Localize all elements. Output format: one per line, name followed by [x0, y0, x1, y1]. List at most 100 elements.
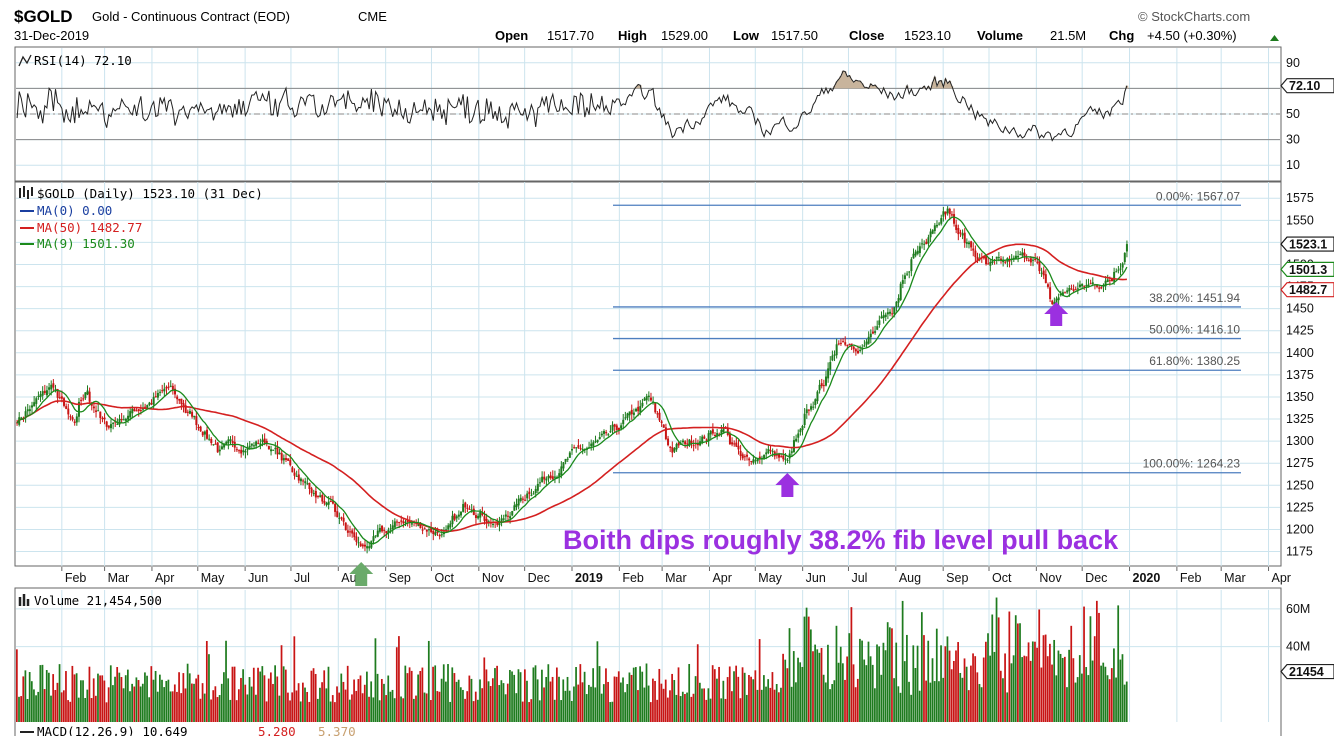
volume-bar	[534, 665, 537, 722]
candle-body	[709, 431, 712, 435]
candle-body	[310, 488, 313, 493]
volume-bar	[99, 675, 101, 722]
volume-bar	[240, 677, 242, 722]
candle-body	[684, 441, 687, 445]
volume-bar	[214, 686, 217, 722]
candle-body	[568, 452, 571, 458]
candle-body	[1019, 254, 1022, 256]
candle-body	[372, 536, 375, 541]
chart-instrument-name: Gold - Continuous Contract (EOD)	[92, 9, 290, 24]
volume-bar	[1021, 657, 1024, 722]
volume-bar	[80, 680, 82, 722]
arrow-up-icon	[775, 473, 800, 497]
candle-body	[206, 429, 209, 439]
volume-bar	[1004, 653, 1006, 722]
candle-body	[312, 493, 315, 495]
volume-bar	[769, 687, 772, 722]
candle-body	[45, 390, 48, 396]
volume-bar	[109, 665, 112, 722]
candle-body	[1076, 288, 1079, 290]
volume-bar	[972, 653, 974, 722]
x-tick-label: May	[758, 571, 782, 585]
volume-bar	[716, 678, 718, 722]
volume-bar	[880, 674, 883, 722]
candle-body	[728, 434, 731, 445]
candle-body	[867, 336, 870, 344]
volume-bar	[856, 678, 859, 722]
candle-body	[1074, 289, 1077, 291]
volume-bar	[1106, 675, 1109, 722]
volume-bar	[511, 671, 513, 722]
candle-body	[925, 241, 928, 245]
volume-bar	[472, 701, 475, 722]
volume-bar	[287, 692, 289, 722]
volume-bar	[312, 668, 315, 722]
candle-body	[425, 529, 428, 532]
volume-bar	[22, 676, 25, 722]
candle-body	[686, 443, 689, 445]
volume-bar	[709, 698, 712, 722]
candle-body	[1066, 290, 1069, 293]
volume-bar	[257, 667, 259, 722]
candle-body	[304, 481, 307, 484]
volume-bar	[987, 633, 989, 722]
volume-bar	[366, 671, 368, 722]
volume-bar	[404, 665, 407, 722]
fib-label: 0.00%: 1567.07	[1156, 189, 1240, 203]
volume-bar	[496, 665, 498, 722]
candle-body	[1070, 288, 1073, 290]
volume-bar	[178, 672, 180, 722]
x-tick-label: Mar	[1224, 571, 1246, 585]
volume-bar	[466, 691, 469, 722]
candle-body	[931, 230, 934, 234]
candle-body	[641, 402, 644, 407]
x-tick-label: Feb	[1180, 571, 1202, 585]
candle-body	[124, 418, 127, 421]
volume-bar	[387, 675, 390, 722]
candle-body	[52, 383, 55, 388]
candle-body	[1098, 287, 1101, 289]
candle-body	[60, 396, 63, 399]
volume-bar	[1119, 659, 1122, 722]
candle-body	[246, 447, 249, 451]
candle-body	[492, 523, 495, 525]
volume-bar	[903, 661, 906, 722]
volume-bar	[620, 682, 622, 722]
volume-bar	[107, 687, 110, 722]
volume-bar	[447, 664, 449, 722]
volume-bar	[684, 694, 686, 722]
rsi-tick-label: 90	[1286, 56, 1300, 70]
x-tick-label: Mar	[665, 571, 687, 585]
candle-body	[182, 403, 185, 408]
candle-body	[99, 411, 102, 418]
x-tick-label: Jun	[248, 571, 268, 585]
volume-bar	[244, 684, 247, 722]
volume-bar	[938, 681, 940, 722]
volume-bar	[103, 680, 106, 722]
volume-bar	[931, 658, 934, 722]
volume-bar	[852, 664, 855, 722]
price-tick-label: 1275	[1286, 456, 1314, 470]
candle-body	[1125, 244, 1128, 252]
volume-bar	[940, 645, 942, 722]
volume-bar	[393, 698, 396, 722]
volume-bar	[372, 697, 375, 722]
volume-bar	[997, 617, 1000, 722]
candle-body	[363, 544, 366, 547]
volume-bar	[720, 698, 723, 722]
candle-body	[854, 349, 857, 352]
candle-body	[989, 261, 992, 266]
candle-body	[109, 424, 112, 429]
candle-body	[660, 421, 663, 423]
candle-body	[624, 417, 627, 419]
volume-bar	[289, 700, 291, 722]
volume-bar	[415, 695, 417, 722]
price-tick-label: 1575	[1286, 191, 1314, 205]
candle-body	[598, 437, 601, 440]
volume-bar	[820, 647, 823, 722]
chart-exchange: CME	[358, 9, 387, 24]
candle-body	[1046, 284, 1049, 287]
candle-body	[833, 354, 836, 356]
volume-bar	[758, 639, 761, 722]
